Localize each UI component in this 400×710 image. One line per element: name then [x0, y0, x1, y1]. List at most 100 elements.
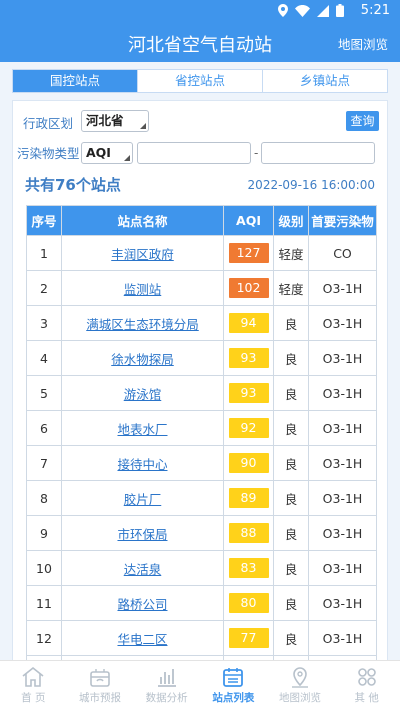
table-row: 6 地表水厂 92 良 O3-1H — [26, 410, 377, 446]
station-name-link[interactable]: 丰润区政府 — [111, 246, 174, 262]
status-icons — [278, 4, 344, 17]
table-row: 10 达活泉 83 良 O3-1H — [26, 550, 377, 586]
tab-township-stations[interactable]: 乡镇站点 — [299, 73, 350, 88]
level-cell: 良 — [273, 515, 309, 551]
range-from-input[interactable] — [137, 142, 251, 164]
row-index: 12 — [26, 620, 62, 656]
station-name-link[interactable]: 接待中心 — [117, 456, 168, 472]
column-header-station-name: 站点名称 — [61, 205, 224, 236]
table-row: 3 满城区生态环境分局 94 良 O3-1H — [26, 305, 377, 341]
station-name-cell: 胶片厂 — [61, 480, 224, 516]
page-title: 河北省空气自动站 — [128, 35, 272, 56]
nav-home[interactable]: 首 页 — [0, 661, 67, 710]
table-row: 8 胶片厂 89 良 O3-1H — [26, 480, 377, 516]
station-name-link[interactable]: 游泳馆 — [123, 386, 162, 402]
primary-pollutant-cell: O3-1H — [308, 480, 377, 516]
station-name-link[interactable]: 监测站 — [123, 281, 162, 297]
nav-home-label: 首 页 — [21, 692, 46, 704]
pollutant-type-select[interactable]: AQI — [81, 142, 133, 164]
wifi-icon — [295, 4, 310, 17]
table-row: 12 华电二区 77 良 O3-1H — [26, 620, 377, 656]
nav-station-list-label: 站点列表 — [212, 692, 255, 704]
nav-data-analysis-label: 数据分析 — [145, 692, 188, 704]
station-name-cell: 路桥公司 — [61, 585, 224, 621]
level-cell: 良 — [273, 445, 309, 481]
primary-pollutant-cell: O3-1H — [308, 270, 377, 306]
region-label: 行政区划 — [23, 116, 74, 131]
station-name-cell: 市环保局 — [61, 515, 224, 551]
signal-icon — [317, 4, 329, 17]
station-name-link[interactable]: 达活泉 — [123, 561, 162, 577]
station-type-tabs: 国控站点 省控站点 乡镇站点 — [12, 69, 388, 93]
app-bar: 河北省空气自动站 地图浏览 — [0, 22, 400, 62]
map-browse-link[interactable]: 地图浏览 — [337, 37, 388, 52]
station-name-cell: 监测站 — [61, 270, 224, 306]
aqi-badge: 94 — [228, 313, 269, 333]
station-name-link[interactable]: 华电二区 — [117, 631, 168, 647]
primary-pollutant-cell: O3-1H — [308, 585, 377, 621]
station-name-cell: 丰润区政府 — [61, 235, 224, 271]
column-header-index: 序号 — [26, 205, 62, 236]
table-row: 9 市环保局 88 良 O3-1H — [26, 515, 377, 551]
level-cell: 良 — [273, 305, 309, 341]
tab-provincial-stations[interactable]: 省控站点 — [138, 70, 263, 92]
row-index: 6 — [26, 410, 62, 446]
nav-data-analysis[interactable]: 数据分析 — [133, 661, 200, 710]
station-name-cell: 游泳馆 — [61, 375, 224, 411]
station-name-link[interactable]: 市环保局 — [117, 526, 168, 542]
table-row: 11 路桥公司 80 良 O3-1H — [26, 585, 377, 621]
primary-pollutant-cell: O3-1H — [308, 550, 377, 586]
nav-city-forecast[interactable]: 城市预报 — [67, 661, 134, 710]
nav-map-browse[interactable]: 地图浏览 — [267, 661, 334, 710]
home-icon — [22, 666, 44, 687]
station-name-cell: 徐水物探局 — [61, 340, 224, 376]
bottom-nav: 首 页 城市预报 数据分析 站点列表 地图浏览 其 他 — [0, 660, 400, 710]
station-name-link[interactable]: 地表水厂 — [117, 421, 168, 437]
primary-pollutant-cell: O3-1H — [308, 305, 377, 341]
table-header-row: 序号 站点名称 AQI 级别 首要污染物 — [26, 205, 377, 236]
row-index: 8 — [26, 480, 62, 516]
station-name-cell: 满城区生态环境分局 — [61, 305, 224, 341]
tab-national-stations[interactable]: 国控站点 — [13, 70, 138, 92]
station-name-link[interactable]: 满城区生态环境分局 — [86, 316, 199, 332]
primary-pollutant-cell: O3-1H — [308, 340, 377, 376]
primary-pollutant-cell — [308, 655, 377, 660]
grid-icon — [357, 668, 376, 686]
aqi-badge: 77 — [228, 628, 269, 648]
station-name-cell: 接待中心 — [61, 445, 224, 481]
aqi-badge: 80 — [228, 593, 269, 613]
query-button[interactable]: 查询 — [346, 111, 379, 131]
pollutant-select-value: AQI — [86, 145, 111, 160]
location-icon — [278, 4, 288, 17]
level-cell: 轻度 — [273, 270, 309, 306]
city-forecast-icon — [90, 669, 110, 687]
aqi-cell: 83 — [223, 550, 274, 586]
nav-map-browse-label: 地图浏览 — [279, 692, 322, 704]
row-index: 7 — [26, 445, 62, 481]
level-cell: 良 — [273, 550, 309, 586]
table-row: 5 游泳馆 93 良 O3-1H — [26, 375, 377, 411]
aqi-cell: 80 — [223, 585, 274, 621]
aqi-cell: 92 — [223, 410, 274, 446]
aqi-badge: 93 — [228, 348, 269, 368]
aqi-cell: 88 — [223, 515, 274, 551]
dropdown-corner-icon — [140, 123, 146, 129]
station-name-link[interactable]: 徐水物探局 — [111, 351, 174, 367]
aqi-cell: 93 — [223, 375, 274, 411]
calendar-list-icon — [223, 668, 244, 687]
table-row: 7 接待中心 90 良 O3-1H — [26, 445, 377, 481]
range-separator: - — [254, 146, 259, 160]
nav-other[interactable]: 其 他 — [333, 661, 400, 710]
status-time: 5:21 — [360, 3, 390, 18]
station-name-link[interactable]: 路桥公司 — [117, 596, 168, 612]
station-name-link[interactable]: 胶片厂 — [123, 491, 162, 507]
region-select[interactable]: 河北省 — [81, 110, 149, 132]
nav-station-list[interactable]: 站点列表 — [200, 661, 267, 710]
row-index: 9 — [26, 515, 62, 551]
aqi-badge: 90 — [228, 453, 269, 473]
range-to-input[interactable] — [261, 142, 375, 164]
row-index: 2 — [26, 270, 62, 306]
main-content: 国控站点 省控站点 乡镇站点 行政区划 河北省 查询 污染物类型 AQI - 共… — [0, 62, 400, 660]
aqi-badge: 88 — [228, 523, 269, 543]
primary-pollutant-cell: O3-1H — [308, 375, 377, 411]
